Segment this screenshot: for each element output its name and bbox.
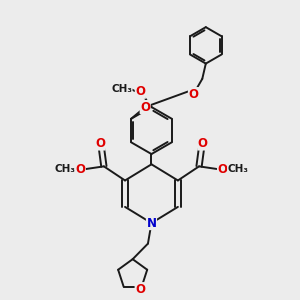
Text: O: O (218, 163, 227, 176)
Text: CH₃: CH₃ (54, 164, 75, 174)
Text: N: N (146, 217, 157, 230)
Text: O: O (95, 137, 105, 150)
Text: O: O (198, 137, 208, 150)
Text: CH₃: CH₃ (111, 84, 132, 94)
Text: O: O (140, 100, 150, 113)
Text: O: O (135, 85, 145, 98)
Text: O: O (75, 163, 85, 176)
Text: CH₃: CH₃ (228, 164, 249, 174)
Text: O: O (135, 283, 145, 296)
Text: O: O (188, 88, 199, 100)
